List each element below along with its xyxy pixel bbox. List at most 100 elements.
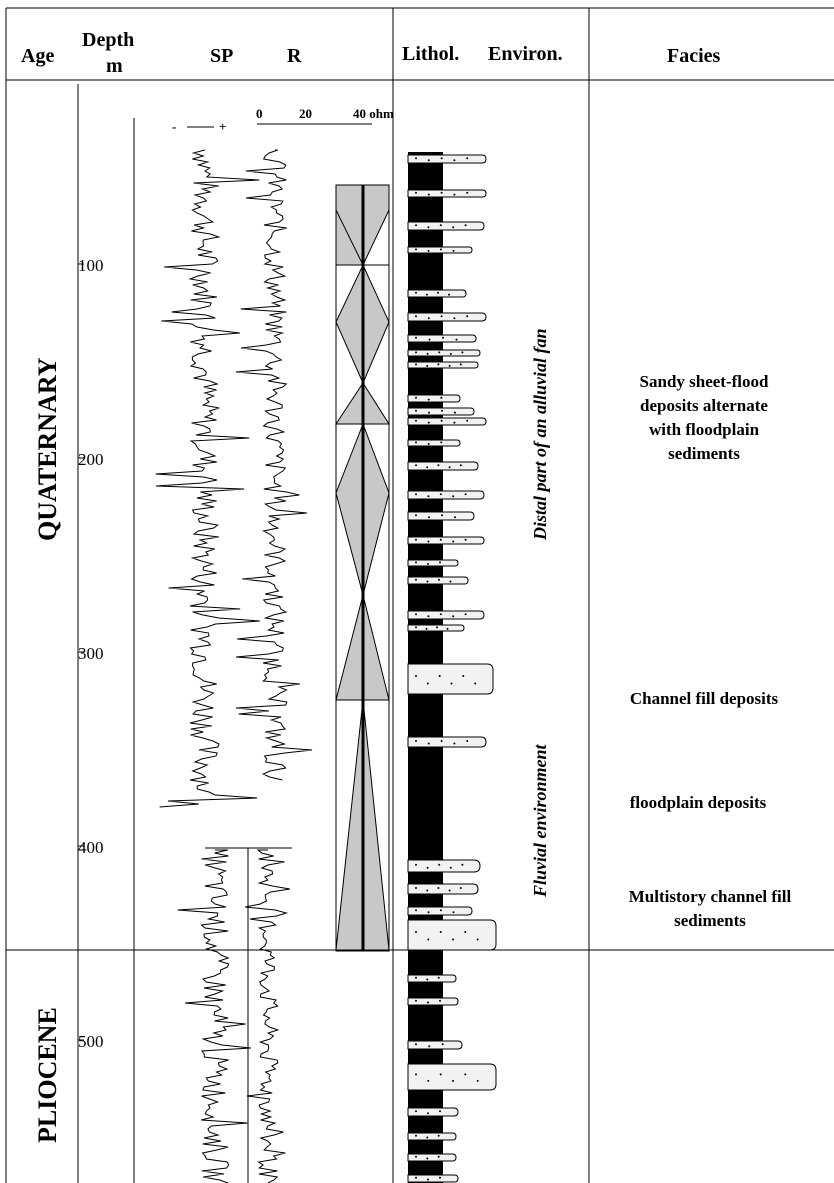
header-sp: SP [210, 45, 233, 67]
sand-stipple [415, 887, 417, 889]
scale-minus: - [172, 119, 176, 134]
sand-stipple [439, 538, 442, 541]
sand-stipple [466, 191, 469, 194]
sand-layer [407, 461, 479, 471]
sand-layer [407, 906, 473, 916]
sand-stipple [426, 682, 429, 685]
sand-stipple [439, 493, 442, 496]
header-depth: Depth [82, 29, 134, 51]
environment-upper: Distal part of an alluvial fan [530, 328, 550, 541]
sand-stipple [415, 613, 417, 616]
sand-stipple [427, 1112, 429, 1115]
sand-layer [407, 439, 461, 447]
sand-stipple [448, 364, 451, 367]
sand-layer [407, 361, 479, 369]
resistivity-curve-lower [245, 849, 290, 1183]
sand-stipple [448, 293, 450, 296]
sand-layer [407, 736, 487, 748]
depth-tick-label-200: 200 [78, 450, 104, 469]
sand-stipple [427, 495, 430, 498]
sand-stipple [437, 1134, 440, 1137]
resistivity-curve-upper [235, 149, 313, 781]
sand-layer [407, 1153, 457, 1162]
sand-stipple [452, 1079, 454, 1082]
header-age: Age [21, 45, 54, 67]
sand-stipple [439, 999, 441, 1002]
sand-stipple [461, 351, 464, 354]
sand-stipple [440, 419, 443, 422]
sand-stipple [415, 315, 417, 318]
sand-stipple [438, 351, 441, 354]
sand-stipple [442, 336, 444, 339]
sand-layer [407, 246, 473, 254]
sp-curve-lower [177, 849, 251, 1183]
sand-stipple [452, 495, 455, 498]
sand-layer [407, 490, 485, 500]
sand-stipple [446, 627, 449, 630]
sand-stipple [427, 442, 430, 445]
sand-stipple [415, 1043, 417, 1046]
sand-stipple [415, 157, 417, 160]
sand-stipple [466, 315, 469, 318]
sand-stipple [462, 675, 465, 677]
sand-stipple [427, 1079, 430, 1082]
sand-stipple [440, 740, 443, 742]
facies-multistory-line1: Multistory channel fill [629, 887, 792, 906]
facies-sheet-flood-line4: sediments [668, 444, 740, 463]
sand-layer [407, 1107, 459, 1117]
sand-stipple [438, 578, 440, 581]
sand-stipple [427, 421, 430, 424]
sand-stipple [437, 464, 440, 467]
sand-stipple [415, 1176, 417, 1179]
sand-stipple [440, 191, 443, 194]
cycle-trend-bar [335, 184, 390, 952]
sand-stipple [440, 396, 443, 399]
sand-stipple [453, 159, 456, 162]
sand-stipple [415, 863, 417, 866]
sand-stipple [415, 909, 417, 912]
sand-stipple [415, 441, 417, 444]
sand-stipple [427, 193, 430, 196]
sand-stipple [453, 317, 456, 320]
sand-stipple [439, 224, 442, 227]
depth-tick-label-300: 300 [78, 644, 104, 663]
sand-stipple [415, 999, 417, 1002]
environment-lower: Fluvial environment [530, 743, 550, 898]
age-pliocene: PLIOCENE [33, 1007, 62, 1143]
sand-stipple [441, 409, 443, 412]
sand-stipple [439, 1073, 442, 1076]
depth-axis: 100 200 300 400 500 [77, 84, 104, 1183]
sand-layer [407, 154, 487, 164]
sand-stipple [427, 742, 430, 745]
sand-stipple [464, 931, 467, 933]
sand-stipple [459, 887, 462, 889]
depth-tick-label-400: 400 [78, 838, 104, 857]
sand-stipple [427, 226, 430, 229]
sand-stipple [426, 866, 429, 869]
sand-stipple [426, 580, 429, 583]
sand-stipple [415, 1155, 417, 1158]
sand-stipple [428, 411, 430, 414]
sand-stipple [426, 1136, 429, 1139]
sand-stipple [440, 248, 442, 251]
sand-stipple [415, 931, 417, 933]
sand-stipple [415, 538, 417, 541]
header-depth-unit: m [106, 55, 123, 77]
sand-layers [407, 154, 497, 1183]
sand-stipple [449, 866, 452, 869]
sand-stipple [448, 889, 451, 892]
sand-stipple [415, 363, 417, 366]
facies-sheet-flood-line1: Sandy sheet-flood [640, 372, 769, 391]
sand-stipple [415, 464, 417, 467]
sand-stipple [464, 224, 467, 227]
sand-stipple [415, 1110, 417, 1113]
sand-stipple [428, 1045, 431, 1048]
sand-stipple [437, 363, 440, 366]
sand-stipple [415, 1073, 417, 1076]
sand-stipple [426, 978, 429, 981]
sand-stipple [441, 514, 443, 517]
sand-layer [407, 511, 475, 521]
sand-stipple [439, 561, 441, 564]
sand-stipple [452, 249, 455, 252]
sand-layer [407, 1132, 457, 1141]
